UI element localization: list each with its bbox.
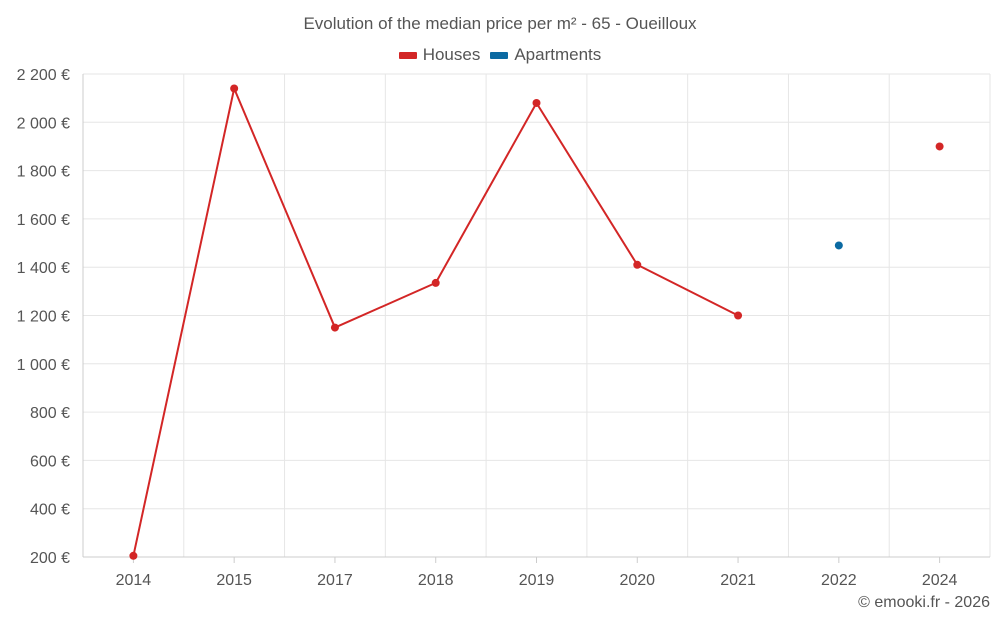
y-tick-label: 1 000 € (17, 357, 70, 374)
data-point-houses (734, 311, 743, 320)
legend-item-houses[interactable]: Houses (398, 45, 481, 65)
data-point-houses (532, 98, 541, 107)
data-point-houses (935, 142, 944, 151)
y-tick-label: 2 200 € (17, 67, 70, 84)
legend-label-apartments: Apartments (514, 45, 602, 64)
legend-label-houses: Houses (422, 45, 481, 64)
x-tick-label: 2015 (216, 572, 252, 589)
chart-legend: Houses Apartments (0, 45, 1000, 65)
x-tick-label: 2024 (922, 572, 958, 589)
data-point-apartments (834, 241, 843, 250)
series-line-houses (132, 87, 739, 557)
credit-text: © emooki.fr - 2026 (858, 594, 990, 611)
y-tick-label: 800 € (30, 405, 70, 422)
y-tick-label: 1 400 € (17, 260, 70, 277)
legend-swatch-apartments (490, 51, 509, 59)
y-tick-label: 600 € (30, 453, 70, 470)
data-point-houses (633, 260, 642, 269)
chart-title: Evolution of the median price per m² - 6… (303, 14, 697, 33)
y-tick-label: 2 000 € (17, 115, 70, 132)
y-tick-label: 200 € (30, 550, 70, 567)
data-point-houses (230, 84, 239, 93)
y-tick-label: 1 200 € (17, 309, 70, 326)
y-tick-label: 1 800 € (17, 164, 70, 181)
x-tick-label: 2017 (317, 572, 353, 589)
x-tick-label: 2020 (619, 572, 655, 589)
data-point-houses (330, 323, 339, 332)
x-tick-label: 2021 (720, 572, 756, 589)
x-tick-label: 2019 (519, 572, 555, 589)
legend-item-apartments[interactable]: Apartments (490, 45, 601, 65)
x-tick-label: 2018 (418, 572, 454, 589)
x-tick-label: 2014 (116, 572, 152, 589)
legend-swatch-houses (398, 51, 417, 59)
data-point-houses (431, 278, 440, 287)
y-tick-label: 1 600 € (17, 212, 70, 229)
data-point-houses (129, 551, 138, 560)
x-tick-label: 2022 (821, 572, 857, 589)
y-tick-label: 400 € (30, 502, 70, 519)
